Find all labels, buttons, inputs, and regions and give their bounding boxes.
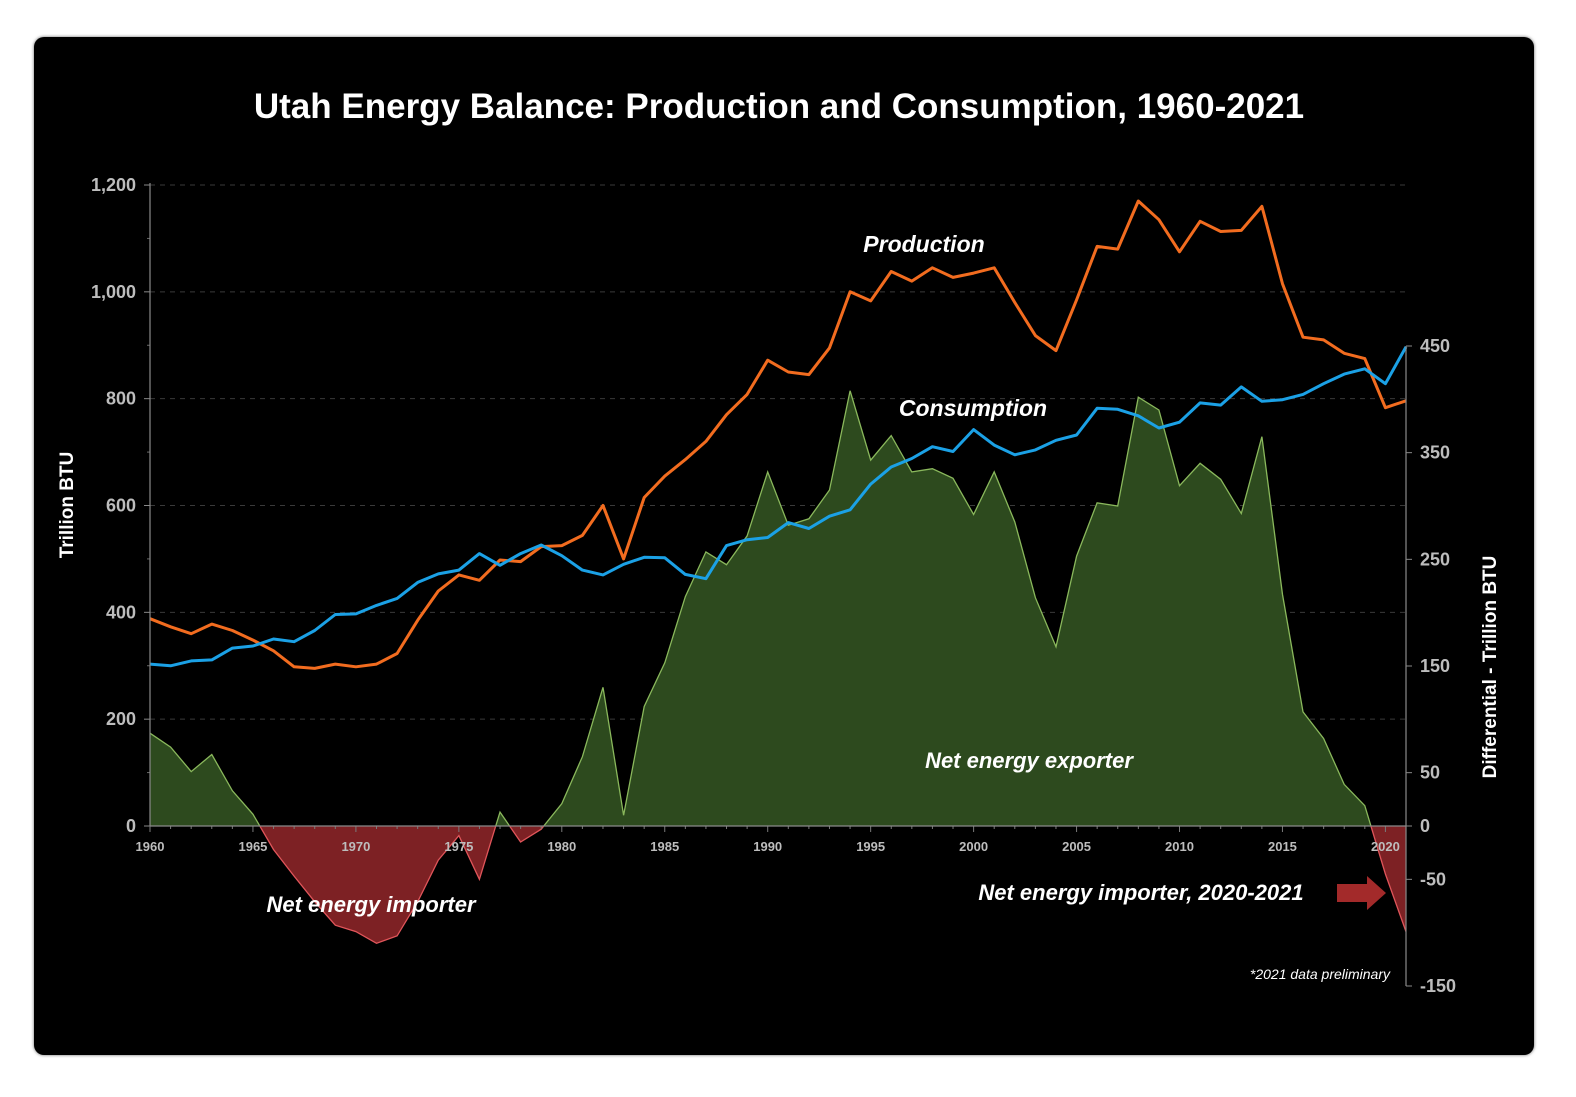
y-axis-title: Trillion BTU (57, 452, 78, 559)
series-lines (149, 199, 1408, 670)
importer-recent-label: Net energy importer, 2020-2021 (978, 880, 1303, 905)
y-tick-label: 0 (126, 816, 136, 836)
production-line (149, 199, 1407, 670)
x-tick-label: 1980 (547, 839, 576, 854)
differential-area (150, 390, 1406, 945)
y2-tick-label: 150 (1420, 656, 1450, 676)
tick-labels: 0 200 400 600 800 1,000 1,200 -150 -50 0 50 150 250 3… (91, 175, 1456, 996)
production-label: Production (863, 231, 984, 257)
x-tick-label: 2005 (1062, 839, 1091, 854)
x-tick-label: 1985 (650, 839, 679, 854)
exporter-label: Net energy exporter (925, 748, 1134, 773)
differential-line-negative (259, 826, 1406, 945)
y-tick-label: 800 (106, 389, 136, 409)
y2-tick-label: 250 (1420, 549, 1450, 569)
x-tick-label: 1975 (444, 839, 473, 854)
y-tick-label: 1,200 (91, 175, 136, 195)
axes (144, 183, 1412, 987)
y-tick-label: 600 (106, 496, 136, 516)
x-tick-label: 2010 (1165, 839, 1194, 854)
importer-label: Net energy importer (266, 892, 476, 917)
x-tick-label: 2015 (1268, 839, 1297, 854)
y-tick-label: 1,000 (91, 282, 136, 302)
consumption-line (149, 346, 1408, 668)
y2-tick-label: 50 (1420, 763, 1440, 783)
y2-tick-label: -50 (1420, 869, 1446, 889)
x-tick-label: 1970 (341, 839, 370, 854)
x-tick-label: 2020 (1371, 839, 1400, 854)
y2-tick-label: -150 (1420, 976, 1456, 996)
chart-title: Utah Energy Balance: Production and Cons… (254, 87, 1304, 126)
consumption-label: Consumption (899, 395, 1047, 421)
x-tick-label: 1965 (238, 839, 267, 854)
y-tick-label: 400 (106, 602, 136, 622)
y2-tick-label: 450 (1420, 336, 1450, 356)
x-tick-label: 1990 (753, 839, 782, 854)
net-exporter-area (150, 390, 1406, 826)
y2-tick-label: 0 (1420, 816, 1430, 836)
y2-tick-label: 350 (1420, 443, 1450, 463)
x-tick-label: 1960 (136, 839, 165, 854)
x-tick-label: 2000 (959, 839, 988, 854)
y-tick-label: 200 (106, 709, 136, 729)
net-importer-area (150, 826, 1406, 944)
importer-arrow-icon (1337, 876, 1386, 910)
x-tick-label: 1995 (856, 839, 885, 854)
y2-axis-title: Differential - Trillion BTU (1480, 556, 1501, 779)
differential-line-positive (150, 390, 1372, 826)
preliminary-note: *2021 data preliminary (1250, 966, 1391, 982)
